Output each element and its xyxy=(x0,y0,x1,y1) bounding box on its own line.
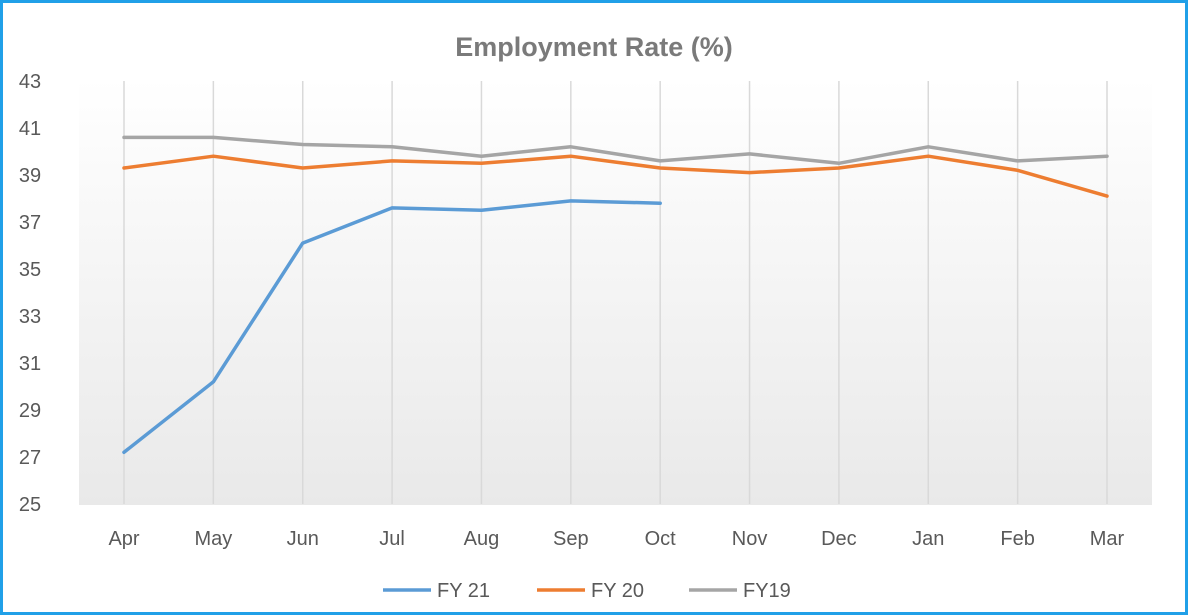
series-line-fy-21 xyxy=(122,199,662,455)
y-tick-label: 31 xyxy=(19,353,41,375)
legend-label-fy-21: FY 21 xyxy=(437,580,490,602)
x-tick-label: Jun xyxy=(287,528,319,550)
y-axis: 25 27 29 31 33 35 37 39 41 43 xyxy=(19,71,41,516)
legend-label-fy-20: FY 20 xyxy=(591,580,644,602)
x-tick-label: Jul xyxy=(379,528,405,550)
x-tick-label: May xyxy=(194,528,232,550)
series-lines xyxy=(122,135,1109,455)
x-tick-label: Sep xyxy=(553,528,589,550)
gridlines xyxy=(123,81,1108,504)
x-tick-label: Jan xyxy=(912,528,944,550)
x-tick-label: Feb xyxy=(1000,528,1034,550)
y-tick-label: 41 xyxy=(19,118,41,140)
x-tick-label: Dec xyxy=(821,528,857,550)
legend-label-fy19: FY19 xyxy=(743,580,791,602)
y-tick-label: 27 xyxy=(19,447,41,469)
y-tick-label: 37 xyxy=(19,212,41,234)
series-line-fy19 xyxy=(122,135,1109,166)
y-tick-label: 33 xyxy=(19,306,41,328)
x-axis: Apr May Jun Jul Aug Sep Oct Nov Dec Jan Feb Mar xyxy=(108,528,1124,550)
y-tick-label: 35 xyxy=(19,259,41,281)
x-tick-label: Oct xyxy=(645,528,677,550)
y-tick-label: 43 xyxy=(19,71,41,93)
y-tick-label: 29 xyxy=(19,400,41,422)
x-tick-label: Aug xyxy=(464,528,500,550)
x-tick-label: Apr xyxy=(108,528,139,550)
series-line-fy-20 xyxy=(122,154,1109,198)
chart-title: Employment Rate (%) xyxy=(455,32,733,62)
y-tick-label: 39 xyxy=(19,165,41,187)
x-tick-label: Nov xyxy=(732,528,768,550)
x-tick-label: Mar xyxy=(1090,528,1125,550)
legend: FY 21 FY 20 FY19 xyxy=(383,580,791,602)
plot-area xyxy=(79,78,1152,505)
y-tick-label: 25 xyxy=(19,494,41,516)
